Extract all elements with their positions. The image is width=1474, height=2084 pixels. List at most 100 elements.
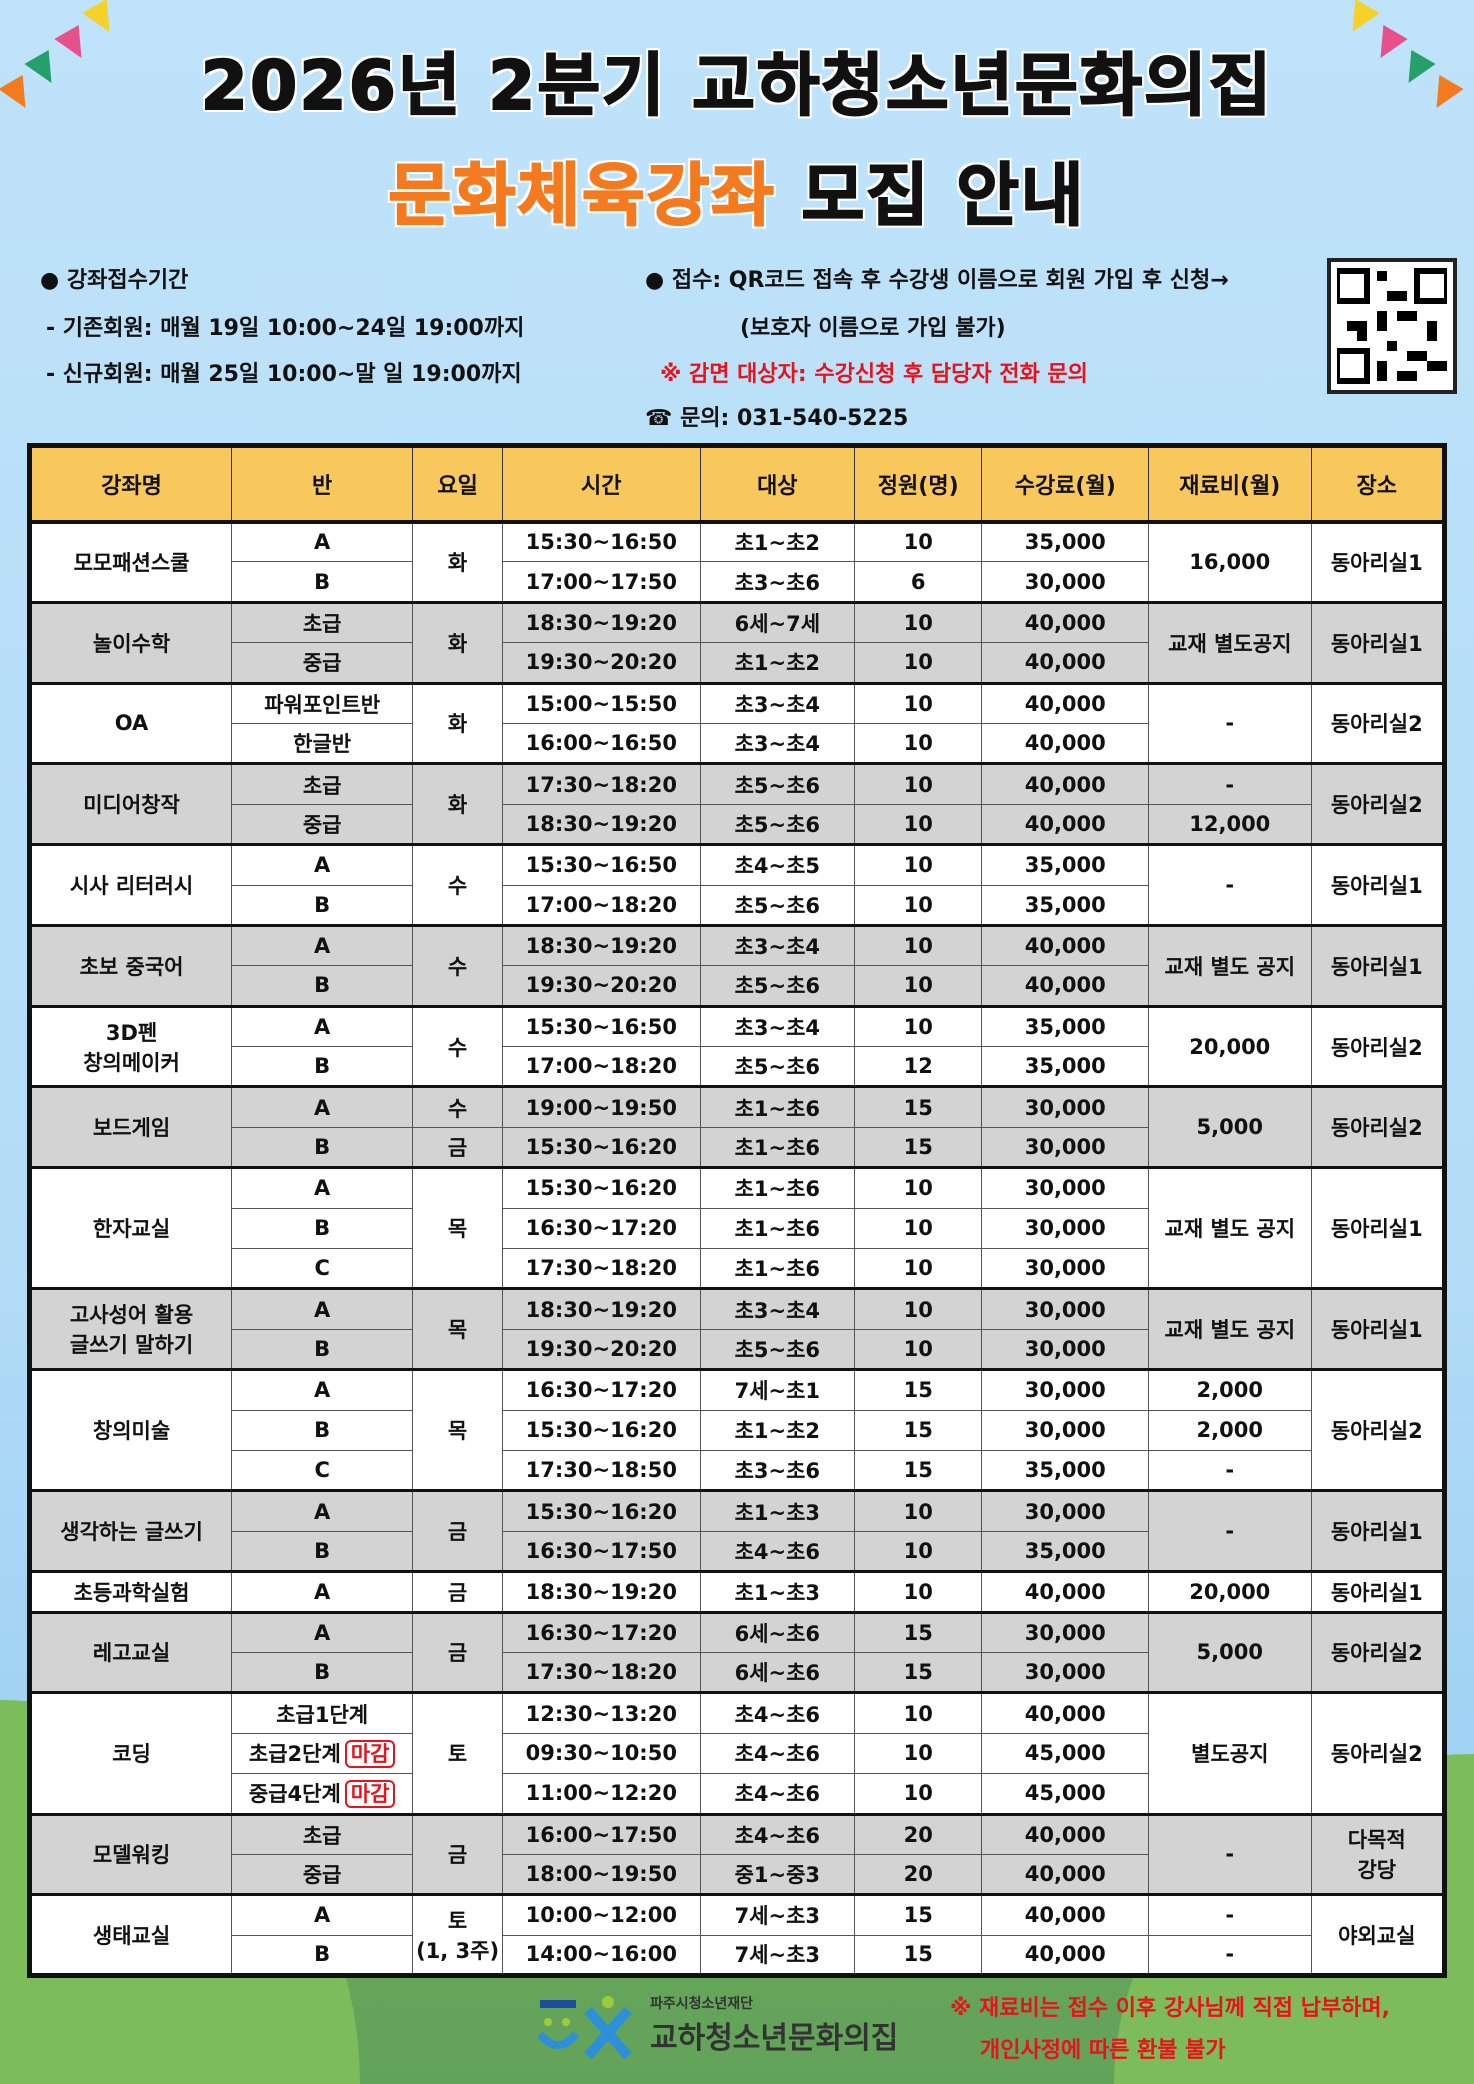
time: 14:00~16:00 xyxy=(501,1934,701,1977)
time: 16:30~17:50 xyxy=(501,1530,701,1573)
time: 18:00~19:50 xyxy=(501,1853,701,1896)
material-fee: - xyxy=(1148,1893,1312,1936)
day: 토 xyxy=(412,1691,503,1815)
org-name: 교하청소년문화의집 xyxy=(650,2021,899,2056)
material-fee: - xyxy=(1148,1812,1312,1896)
time: 18:30~19:20 xyxy=(501,923,701,967)
place: 다목적 강당 xyxy=(1310,1812,1446,1896)
class-label: B xyxy=(314,1660,331,1685)
course-name: 보드게임 xyxy=(28,1085,233,1169)
class-name: B xyxy=(231,561,414,603)
apply-method: ● 접수: QR코드 접속 후 수강생 이름으로 회원 가입 후 신청→ xyxy=(645,268,1229,293)
class-label: 중급 xyxy=(302,1863,342,1888)
class-name: 중급4단계 마감 xyxy=(231,1773,414,1815)
table-row: OA 파워포인트반 화 15:00~15:50 초3~초4 10 40,000- 동아리실2 xyxy=(28,681,1446,765)
time: 17:00~18:20 xyxy=(501,1046,701,1088)
class-name: C xyxy=(231,1248,414,1290)
capacity: 10 xyxy=(853,1530,983,1573)
place: 동아리실2 xyxy=(1310,1691,1446,1815)
class-label: A xyxy=(314,1579,331,1604)
class-label: B xyxy=(314,1538,331,1563)
class-label: 초급 xyxy=(302,611,342,636)
target: 초3~초4 xyxy=(699,681,855,724)
existing-member-period: - 기존회원: 매월 19일 10:00~24일 19:00까지 xyxy=(46,316,525,341)
class-name: A xyxy=(231,1893,414,1936)
table-row: B 16:30~17:50 초4~초6 10 35,000 xyxy=(30,1530,1445,1573)
target: 초4~초6 xyxy=(699,1691,855,1734)
class-name: A xyxy=(231,1085,414,1128)
target: 초5~초6 xyxy=(699,762,855,805)
tuition: 30,000 xyxy=(981,1409,1149,1451)
target: 초3~초4 xyxy=(699,722,855,765)
class-name: A xyxy=(231,923,414,967)
table-row: 모델워킹 초급 금 16:00~17:50 초4~초6 20 40,000- 다목적 강당 xyxy=(28,1812,1446,1896)
table-row: 중급 19:30~20:20 초1~초2 10 40,000 xyxy=(30,642,1445,684)
class-name: B xyxy=(231,1409,414,1451)
time: 16:00~17:50 xyxy=(501,1812,701,1855)
target: 초1~초6 xyxy=(699,1166,855,1209)
period-heading: ● 강좌접수기간 xyxy=(40,268,189,293)
day: 수 xyxy=(412,923,503,1007)
time: 15:30~16:50 xyxy=(501,1004,701,1048)
class-label: B xyxy=(314,1418,331,1443)
column-header: 대상 xyxy=(699,445,855,524)
target: 초5~초6 xyxy=(699,1328,855,1371)
material-fee: 16,000 xyxy=(1148,520,1312,603)
class-name: B xyxy=(231,965,414,1007)
target: 초1~초2 xyxy=(699,1409,855,1451)
material-fee: 20,000 xyxy=(1148,1004,1312,1088)
table-row: 생각하는 글쓰기 A 금 15:30~16:20 초1~초3 10 30,000- 동아리실1 xyxy=(28,1489,1446,1573)
course-name: 고사성어 활용 글쓰기 말하기 xyxy=(28,1287,233,1371)
capacity: 15 xyxy=(853,1449,983,1492)
class-name: 초급 xyxy=(231,1812,414,1855)
table-row: 중급 18:30~19:20 초5~초6 10 40,000 12,000 xyxy=(30,803,1445,846)
table-row: 고사성어 활용 글쓰기 말하기 A 목 18:30~19:20 초3~초4 10 30,00… xyxy=(28,1287,1446,1371)
tuition: 30,000 xyxy=(981,1085,1149,1128)
target: 6세~7세 xyxy=(699,600,855,644)
class-label: C xyxy=(314,1256,330,1281)
class-name: B xyxy=(231,1126,414,1169)
capacity: 10 xyxy=(853,519,983,563)
qr-code[interactable] xyxy=(1327,258,1457,394)
time: 17:30~18:50 xyxy=(501,1449,701,1492)
column-header: 반 xyxy=(231,445,414,524)
class-name: A xyxy=(231,1489,414,1532)
capacity: 10 xyxy=(853,1287,983,1330)
capacity: 10 xyxy=(853,965,983,1007)
class-label: 한글반 xyxy=(293,732,352,757)
tuition: 30,000 xyxy=(981,1126,1149,1169)
tuition: 30,000 xyxy=(981,1368,1149,1411)
material-fee: 12,000 xyxy=(1148,803,1312,846)
column-header: 시간 xyxy=(501,445,701,524)
capacity: 15 xyxy=(853,1893,983,1936)
day: 화 xyxy=(412,762,503,846)
material-fee: - xyxy=(1148,1934,1312,1977)
capacity: 12 xyxy=(853,1046,983,1088)
class-label: A xyxy=(314,934,331,959)
capacity: 15 xyxy=(853,1610,983,1653)
class-label: 중급 xyxy=(302,651,342,676)
course-name: OA xyxy=(28,681,233,765)
time: 15:30~16:50 xyxy=(501,519,701,563)
material-fee: 교재 별도 공지 xyxy=(1148,923,1312,1007)
class-label: B xyxy=(314,1135,331,1160)
class-label: C xyxy=(314,1458,330,1483)
course-name: 시사 리터러시 xyxy=(28,843,233,926)
tuition: 45,000 xyxy=(981,1732,1149,1775)
time: 19:30~20:20 xyxy=(501,1328,701,1371)
time: 17:00~17:50 xyxy=(501,561,701,603)
tuition: 40,000 xyxy=(981,600,1149,644)
tuition: 30,000 xyxy=(981,1328,1149,1371)
class-label: A xyxy=(314,1014,331,1039)
class-label: B xyxy=(314,1942,331,1967)
tuition: 30,000 xyxy=(981,1489,1149,1532)
table-row: 초등과학실험 A 금 18:30~19:20 초1~초3 10 40,000 20,000 동아… xyxy=(28,1570,1446,1613)
table-row: B 14:00~16:00 7세~초3 15 40,000- xyxy=(30,1934,1445,1977)
target: 초4~초6 xyxy=(699,1732,855,1775)
footer-note-line2: 개인사정에 따른 환불 불가 xyxy=(980,2038,1226,2063)
day: 수 xyxy=(412,1004,503,1088)
target: 초1~초6 xyxy=(699,1126,855,1169)
material-fee: 2,000 xyxy=(1148,1368,1312,1411)
table-row: B 17:00~18:20 초5~초6 10 35,000 xyxy=(30,884,1445,926)
class-name: B xyxy=(231,1934,414,1977)
